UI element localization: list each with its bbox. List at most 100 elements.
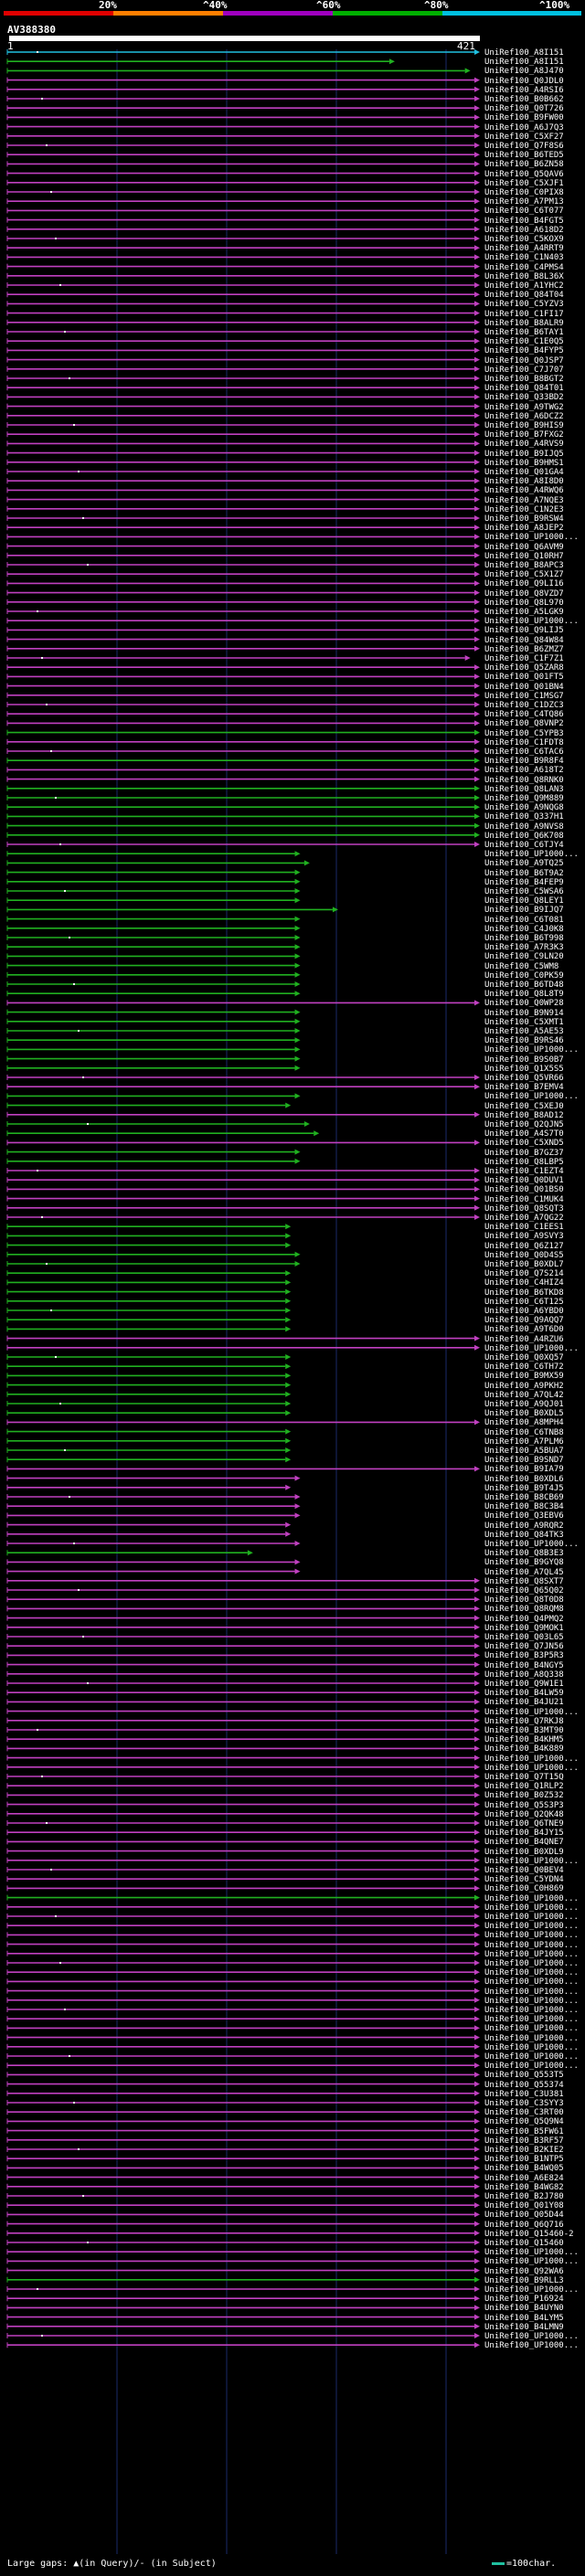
hit-label[interactable]: UniRef100_Q0DUV1: [484, 1176, 564, 1186]
hit-label[interactable]: UniRef100_B8BGT2: [484, 375, 564, 384]
hit-label[interactable]: UniRef100_C1MUK4: [484, 1194, 564, 1204]
hit-label[interactable]: UniRef100_B0Z532: [484, 1791, 564, 1801]
hit-label[interactable]: UniRef100_UP1000...: [484, 1913, 579, 1922]
hit-label[interactable]: UniRef100_B3RF57: [484, 2136, 564, 2146]
hit-label[interactable]: UniRef100_Q9LI16: [484, 579, 564, 589]
hit-label[interactable]: UniRef100_Q6Q716: [484, 2220, 564, 2230]
hit-label[interactable]: UniRef100_B4LW59: [484, 1689, 564, 1699]
hit-label[interactable]: UniRef100_B9FW00: [484, 113, 564, 123]
hit-label[interactable]: UniRef100_UP1000...: [484, 1996, 579, 2006]
hit-label[interactable]: UniRef100_Q8LAN3: [484, 784, 564, 794]
hit-label[interactable]: UniRef100_A9TWG2: [484, 402, 564, 412]
hit-label[interactable]: UniRef100_B6T9A2: [484, 868, 564, 878]
hit-label[interactable]: UniRef100_B6T998: [484, 934, 564, 943]
hit-label[interactable]: UniRef100_A7QL42: [484, 1390, 564, 1400]
hit-label[interactable]: UniRef100_A8JEP2: [484, 524, 564, 534]
hit-label[interactable]: UniRef100_A9QJ01: [484, 1400, 564, 1409]
hit-label[interactable]: UniRef100_B6TED5: [484, 151, 564, 161]
hit-label[interactable]: UniRef100_Q5Q9N4: [484, 2117, 564, 2127]
hit-label[interactable]: UniRef100_B4KHM5: [484, 1735, 564, 1745]
hit-label[interactable]: UniRef100_Q84T04: [484, 291, 564, 301]
hit-label[interactable]: UniRef100_C3RT00: [484, 2108, 564, 2118]
hit-label[interactable]: UniRef100_C1N2E3: [484, 504, 564, 514]
hit-label[interactable]: UniRef100_A6J7Q3: [484, 122, 564, 133]
hit-label[interactable]: UniRef100_C1E0Q5: [484, 337, 564, 347]
hit-label[interactable]: UniRef100_UP1000...: [484, 2006, 579, 2015]
hit-label[interactable]: UniRef100_Q4PMQ2: [484, 1614, 564, 1624]
hit-label[interactable]: UniRef100_Q8L970: [484, 598, 564, 608]
hit-label[interactable]: UniRef100_B9SND7: [484, 1456, 564, 1466]
hit-label[interactable]: UniRef100_B9S0B7: [484, 1055, 564, 1065]
hit-label[interactable]: UniRef100_Q6K708: [484, 831, 564, 841]
hit-label[interactable]: UniRef100_Q7T15Q: [484, 1773, 564, 1782]
hit-label[interactable]: UniRef100_Q65Q02: [484, 1586, 564, 1595]
hit-label[interactable]: UniRef100_B4FGT5: [484, 216, 564, 226]
hit-label[interactable]: UniRef100_Q6TNE9: [484, 1819, 564, 1829]
hit-label[interactable]: UniRef100_B4LYM5: [484, 2313, 564, 2323]
hit-label[interactable]: UniRef100_B2KIE2: [484, 2146, 564, 2155]
hit-label[interactable]: UniRef100_UP1000...: [484, 1763, 579, 1773]
hit-label[interactable]: UniRef100_UP1000...: [484, 1949, 579, 1959]
hit-label[interactable]: UniRef100_UP1000...: [484, 1343, 579, 1353]
hit-label[interactable]: UniRef100_A7NQE3: [484, 495, 564, 505]
hit-label[interactable]: UniRef100_Q2QJN5: [484, 1120, 564, 1129]
hit-label[interactable]: UniRef100_B7FXG2: [484, 430, 564, 440]
hit-label[interactable]: UniRef100_Q8L8T9: [484, 990, 564, 1000]
hit-label[interactable]: UniRef100_B4WQ05: [484, 2164, 564, 2174]
hit-label[interactable]: UniRef100_B9RLL3: [484, 2275, 564, 2285]
hit-label[interactable]: UniRef100_Q01BS0: [484, 1185, 564, 1195]
hit-label[interactable]: UniRef100_C4PMS4: [484, 262, 564, 272]
hit-label[interactable]: UniRef100_Q0D4S5: [484, 1250, 564, 1260]
hit-label[interactable]: UniRef100_C4HIZ4: [484, 1278, 564, 1288]
hit-label[interactable]: UniRef100_A4RZU6: [484, 1334, 564, 1344]
hit-label[interactable]: UniRef100_A9TQ25: [484, 859, 564, 869]
hit-label[interactable]: UniRef100_Q8VZD7: [484, 588, 564, 599]
hit-label[interactable]: UniRef100_Q6Z127: [484, 1241, 564, 1251]
hit-label[interactable]: UniRef100_Q8LBP5: [484, 1157, 564, 1167]
hit-label[interactable]: UniRef100_B7EMV4: [484, 1083, 564, 1093]
hit-label[interactable]: UniRef100_Q01FT5: [484, 673, 564, 683]
hit-label[interactable]: UniRef100_UP1000...: [484, 1893, 579, 1903]
hit-label[interactable]: UniRef100_A618T2: [484, 766, 564, 776]
hit-label[interactable]: UniRef100_B1NTP5: [484, 2155, 564, 2165]
hit-label[interactable]: UniRef100_C5WSA6: [484, 887, 564, 896]
hit-label[interactable]: UniRef100_B4JU21: [484, 1698, 564, 1708]
hit-label[interactable]: UniRef100_Q7F8S6: [484, 142, 564, 151]
hit-label[interactable]: UniRef100_UP1000...: [484, 2015, 579, 2025]
hit-label[interactable]: UniRef100_Q3EBV6: [484, 1511, 564, 1521]
hit-label[interactable]: UniRef100_B4K889: [484, 1744, 564, 1754]
hit-label[interactable]: UniRef100_UP1000...: [484, 2257, 579, 2267]
hit-label[interactable]: UniRef100_Q5ZAR8: [484, 663, 564, 673]
hit-label[interactable]: UniRef100_Q84T01: [484, 384, 564, 394]
hit-label[interactable]: UniRef100_A5BUA7: [484, 1447, 564, 1456]
hit-label[interactable]: UniRef100_C5XF27: [484, 132, 564, 142]
hit-label[interactable]: UniRef100_UP1000...: [484, 1959, 579, 1968]
hit-label[interactable]: UniRef100_UP1000...: [484, 1045, 579, 1055]
hit-label[interactable]: UniRef100_C5XND5: [484, 1139, 564, 1149]
hit-label[interactable]: UniRef100_B9HIS9: [484, 421, 564, 430]
hit-label[interactable]: UniRef100_C0PK59: [484, 970, 564, 981]
hit-label[interactable]: UniRef100_B0XDL6: [484, 1474, 564, 1484]
hit-label[interactable]: UniRef100_Q9M889: [484, 794, 564, 803]
hit-label[interactable]: UniRef100_A9SVY3: [484, 1232, 564, 1242]
hit-label[interactable]: UniRef100_A6E824: [484, 2173, 564, 2183]
hit-label[interactable]: UniRef100_Q2QK48: [484, 1809, 564, 1819]
hit-label[interactable]: UniRef100_UP1000...: [484, 1940, 579, 1950]
hit-label[interactable]: UniRef100_Q8RQM8: [484, 1605, 564, 1615]
hit-label[interactable]: UniRef100_A8MPH4: [484, 1418, 564, 1428]
hit-label[interactable]: UniRef100_Q0BEV4: [484, 1866, 564, 1875]
hit-label[interactable]: UniRef100_C5X1Z7: [484, 570, 564, 580]
hit-label[interactable]: UniRef100_A9NQG8: [484, 803, 564, 813]
hit-label[interactable]: UniRef100_Q01BN4: [484, 682, 564, 692]
hit-label[interactable]: UniRef100_C6T125: [484, 1297, 564, 1307]
hit-label[interactable]: UniRef100_A5AE53: [484, 1027, 564, 1036]
hit-label[interactable]: UniRef100_B6ZMZ7: [484, 644, 564, 654]
hit-label[interactable]: UniRef100_A7PM13: [484, 197, 564, 207]
hit-label[interactable]: UniRef100_UP1000...: [484, 533, 579, 543]
hit-label[interactable]: UniRef100_B0XDL5: [484, 1409, 564, 1419]
hit-label[interactable]: UniRef100_B4NGY5: [484, 1660, 564, 1670]
hit-label[interactable]: UniRef100_B8ALR9: [484, 318, 564, 328]
hit-label[interactable]: UniRef100_C4J0K8: [484, 924, 564, 934]
hit-label[interactable]: UniRef100_Q01Y08: [484, 2201, 564, 2211]
hit-label[interactable]: UniRef100_Q9W1E1: [484, 1680, 564, 1689]
